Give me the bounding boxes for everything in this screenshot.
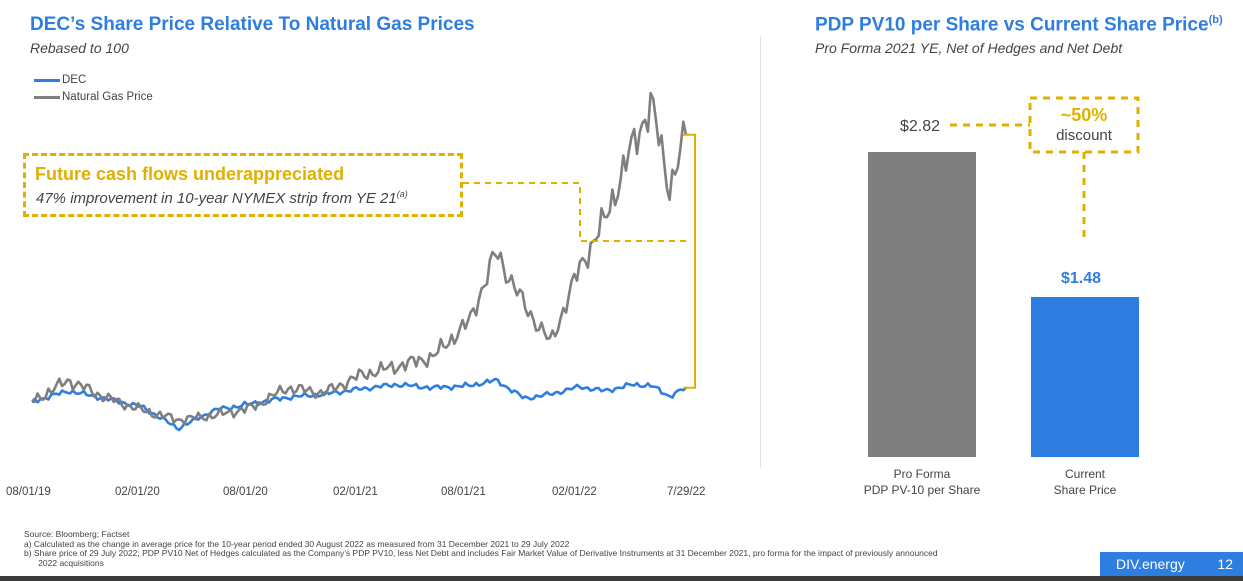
legend-swatch-gas	[34, 95, 60, 99]
bar-category-line: Current	[1064, 467, 1105, 481]
x-tick-label: 08/01/19	[6, 486, 51, 498]
brand-bar: DIV.energy 12	[1100, 552, 1243, 576]
right-chart-subtitle: Pro Forma 2021 YE, Net of Hedges and Net…	[815, 40, 1123, 56]
legend-swatch-dec	[34, 78, 60, 82]
gap-bracket	[683, 133, 696, 389]
bar-current-share-price	[1031, 297, 1139, 457]
footnote-b-continued: 2022 acquisitions	[24, 557, 104, 568]
bar-category-line: PDP PV-10 per Share	[863, 483, 981, 497]
x-tick-label: 08/01/20	[223, 486, 268, 498]
discount-value: ~50%	[1060, 105, 1108, 125]
bar-category-label: Pro Forma PDP PV-10 per Share	[849, 466, 995, 498]
callout-text-body: 47% improvement in 10-year NYMEX strip f…	[36, 190, 397, 207]
right-chart-title: PDP PV10 per Share vs Current Share Pric…	[815, 14, 1223, 36]
legend-item-dec: DEC	[34, 74, 153, 86]
callout-superscript: (a)	[396, 189, 408, 199]
x-tick-label: 08/01/21	[441, 486, 486, 498]
section-divider	[760, 36, 761, 468]
bar-pdp-pv10	[868, 152, 976, 457]
callout-heading: Future cash flows underappreciated	[35, 164, 345, 184]
left-chart-subtitle: Rebased to 100	[30, 40, 129, 56]
right-chart-title-superscript: (b)	[1208, 14, 1223, 26]
callout-text: 47% improvement in 10-year NYMEX strip f…	[36, 189, 408, 207]
line-chart	[31, 91, 696, 432]
footnote-a: a) Calculated as the change in average p…	[24, 538, 570, 549]
bar-category-label: Current Share Price	[1012, 466, 1158, 498]
callout-connector	[463, 182, 686, 242]
legend-label-gas: Natural Gas Price	[62, 91, 153, 103]
left-chart-title: DEC’s Share Price Relative To Natural Ga…	[30, 14, 475, 35]
bar-category-line: Share Price	[1053, 483, 1117, 497]
legend-item-gas: Natural Gas Price	[34, 91, 153, 103]
brand-name: DIV.energy	[1116, 556, 1185, 572]
callout-box: Future cash flows underappreciated 47% i…	[23, 153, 463, 217]
x-tick-label: 7/29/22	[667, 486, 706, 498]
footnote-source: Source: Bloomberg; Factset	[24, 529, 130, 539]
series-line-natural-gas	[31, 91, 688, 426]
legend-label-dec: DEC	[62, 74, 87, 86]
footnotes: Source: Bloomberg; Factset a) Calculated…	[24, 529, 938, 568]
footnote-b: b) Share price of 29 July 2022; PDP PV10…	[24, 548, 938, 559]
bar-value-label: $1.48	[1061, 270, 1102, 287]
page-number: 12	[1217, 556, 1233, 572]
bar-category-line: Pro Forma	[893, 467, 951, 481]
bar-value-label: $2.82	[900, 118, 941, 135]
discount-connector	[950, 96, 1140, 242]
discount-text: discount	[1056, 127, 1112, 144]
right-chart-title-text: PDP PV10 per Share vs Current Share Pric…	[815, 14, 1209, 36]
x-tick-label: 02/01/21	[333, 486, 378, 498]
legend: DEC Natural Gas Price	[34, 74, 153, 103]
bottom-bar	[0, 576, 1243, 581]
x-tick-label: 02/01/20	[115, 486, 160, 498]
x-tick-label: 02/01/22	[552, 486, 597, 498]
